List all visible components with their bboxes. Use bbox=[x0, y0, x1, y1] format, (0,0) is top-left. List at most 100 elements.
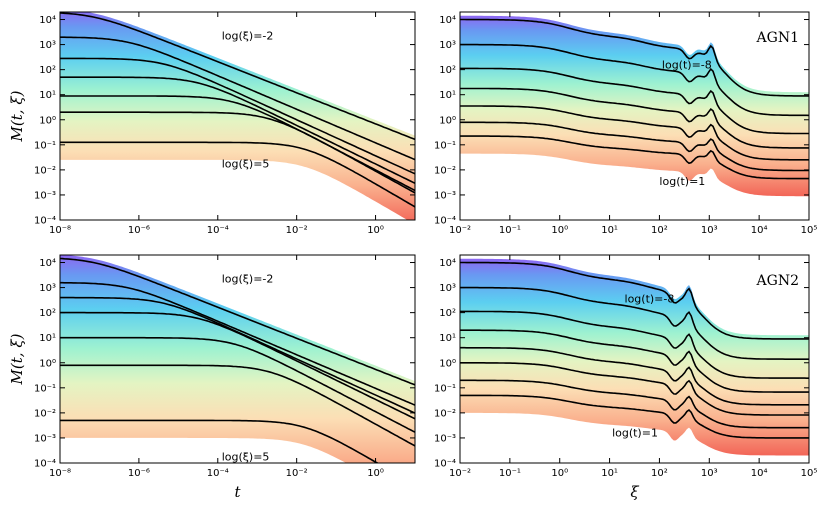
series-band bbox=[60, 255, 415, 463]
y-tick-label: 10³ bbox=[439, 283, 456, 294]
x-tick-label: 10¹ bbox=[601, 468, 618, 479]
y-tick-label: 10¹ bbox=[439, 90, 456, 101]
y-tick-label: 10⁰ bbox=[439, 358, 456, 369]
y-tick-label: 10⁰ bbox=[439, 115, 456, 126]
series-line bbox=[460, 67, 809, 135]
plot-area: 10⁻² 10⁻¹ 10⁰ 10¹ 10² 10³ 10⁴ 10⁵ 10⁻⁴ 10⁻³ 10⁻² 10… bbox=[434, 254, 818, 479]
axes-frame bbox=[459, 254, 810, 464]
y-tick-label: 10⁻² bbox=[34, 165, 56, 176]
series-line bbox=[460, 394, 809, 439]
annotation-label: log(ξ)=-2 bbox=[222, 30, 274, 43]
series-line bbox=[460, 346, 809, 406]
series-line bbox=[60, 336, 415, 433]
y-tick-label: 10² bbox=[39, 65, 56, 76]
y-tick-label: 10⁴ bbox=[439, 15, 456, 26]
x-tick-label: 10⁰ bbox=[551, 468, 568, 479]
series-line bbox=[460, 286, 809, 360]
series-line bbox=[60, 36, 415, 161]
series-band bbox=[460, 258, 809, 456]
x-tick-label: 10⁻¹ bbox=[499, 468, 521, 479]
annotations: log(ξ)=-2 log(ξ)=5 bbox=[222, 273, 274, 464]
series-line bbox=[460, 87, 809, 149]
series-line bbox=[60, 311, 415, 420]
plot-area: 10⁻⁸ 10⁻⁶ 10⁻⁴ 10⁻² 10⁰ 10⁻⁴ 10⁻³ 10⁻² 10⁻¹ 10⁰ 10… bbox=[34, 254, 416, 479]
series-line bbox=[60, 111, 415, 194]
y-tick-label: 10³ bbox=[439, 40, 456, 51]
x-tick-label: 10⁻¹ bbox=[499, 225, 521, 236]
x-tick-label: 10⁰ bbox=[551, 225, 568, 236]
y-tick-label: 10¹ bbox=[439, 333, 456, 344]
series-line bbox=[60, 141, 415, 208]
panel-title: AGN1 bbox=[756, 30, 799, 46]
series-group bbox=[60, 12, 415, 220]
x-tick-label: 10⁻⁶ bbox=[128, 468, 150, 479]
y-tick-label: 10¹ bbox=[39, 90, 56, 101]
series-group bbox=[460, 258, 809, 456]
axes-frame bbox=[459, 11, 810, 221]
annotation-label: log(t)=1 bbox=[659, 175, 705, 188]
y-tick-label: 10⁻⁴ bbox=[434, 459, 456, 470]
annotation-label: log(ξ)=5 bbox=[222, 157, 270, 170]
annotation-label: log(ξ)=-2 bbox=[222, 273, 274, 286]
series-line bbox=[460, 379, 809, 429]
axes-frame bbox=[59, 254, 416, 464]
x-tick-label: 10⁻² bbox=[286, 225, 308, 236]
x-tick-label: 10⁴ bbox=[751, 468, 768, 479]
annotation-label: log(t)=-8 bbox=[625, 293, 675, 306]
x-tick-label: 10⁻² bbox=[286, 468, 308, 479]
y-axis-label: M(t, ξ) bbox=[8, 333, 26, 385]
y-tick-label: 10⁻¹ bbox=[34, 140, 56, 151]
y-tick-label: 10⁴ bbox=[439, 258, 456, 269]
y-tick-label: 10¹ bbox=[39, 333, 56, 344]
series-group bbox=[460, 15, 809, 197]
y-tick-label: 10⁻⁴ bbox=[34, 459, 56, 470]
series-line bbox=[460, 329, 809, 393]
series-line bbox=[460, 310, 809, 379]
annotations: log(ξ)=-2 log(ξ)=5 bbox=[222, 30, 274, 171]
annotations: log(t)=-8 log(t)=1 bbox=[659, 58, 711, 188]
x-tick-label: 10⁻⁴ bbox=[207, 468, 229, 479]
x-tick-label: 10⁻⁶ bbox=[128, 225, 150, 236]
x-axis-label: ξ bbox=[630, 483, 639, 501]
x-tick-label: 10⁻⁸ bbox=[49, 468, 71, 479]
x-tick-label: 10⁰ bbox=[367, 468, 384, 479]
panel-title: AGN2 bbox=[756, 273, 799, 289]
y-tick-label: 10⁻³ bbox=[34, 433, 56, 444]
panel-bottom-right: 10⁻² 10⁻¹ 10⁰ 10¹ 10² 10³ 10⁴ 10⁵ 10⁻⁴ 10⁻³ 10⁻² 10… bbox=[434, 254, 818, 501]
x-tick-label: 10⁵ bbox=[801, 468, 818, 479]
annotations: log(t)=-8 log(t)=1 bbox=[612, 293, 674, 440]
plot-area: 10⁻⁸ 10⁻⁶ 10⁻⁴ 10⁻² 10⁰ 10⁻⁴ 10⁻³ 10⁻² 10⁻¹ 10⁰ 10… bbox=[34, 11, 416, 236]
x-tick-label: 10⁻⁸ bbox=[49, 225, 71, 236]
panel-top-right: 10⁻² 10⁻¹ 10⁰ 10¹ 10² 10³ 10⁴ 10⁵ 10⁻⁴ 10⁻³ 10⁻² 10… bbox=[434, 11, 818, 236]
series-line bbox=[460, 18, 809, 97]
y-tick-label: 10⁻² bbox=[34, 408, 56, 419]
y-tick-label: 10³ bbox=[39, 283, 56, 294]
y-tick-label: 10⁴ bbox=[39, 15, 56, 26]
y-tick-label: 10⁻² bbox=[434, 408, 456, 419]
series-line bbox=[460, 121, 809, 172]
y-axis-label: M(t, ξ) bbox=[8, 90, 26, 142]
series-line bbox=[460, 105, 809, 161]
y-tick-label: 10² bbox=[439, 65, 456, 76]
x-tick-label: 10⁻² bbox=[449, 468, 471, 479]
y-tick-label: 10⁴ bbox=[39, 258, 56, 269]
plot-area: 10⁻² 10⁻¹ 10⁰ 10¹ 10² 10³ 10⁴ 10⁵ 10⁻⁴ 10⁻³ 10⁻² 10… bbox=[434, 11, 818, 236]
x-tick-label: 10¹ bbox=[601, 225, 618, 236]
series-line bbox=[60, 12, 415, 141]
y-tick-label: 10³ bbox=[39, 40, 56, 51]
y-tick-label: 10⁻¹ bbox=[34, 383, 56, 394]
y-tick-label: 10⁻⁴ bbox=[434, 216, 456, 227]
series-group bbox=[60, 255, 415, 463]
x-tick-label: 10⁰ bbox=[367, 225, 384, 236]
x-tick-label: 10⁵ bbox=[801, 225, 818, 236]
annotation-label: log(t)=1 bbox=[612, 427, 658, 440]
x-tick-label: 10⁻² bbox=[449, 225, 471, 236]
series-line bbox=[460, 43, 809, 117]
y-tick-label: 10⁻³ bbox=[34, 190, 56, 201]
x-axis-label: t bbox=[234, 483, 241, 501]
x-tick-label: 10² bbox=[651, 468, 668, 479]
x-tick-label: 10⁻⁴ bbox=[207, 225, 229, 236]
series-line bbox=[60, 364, 415, 447]
series-line bbox=[60, 76, 415, 185]
